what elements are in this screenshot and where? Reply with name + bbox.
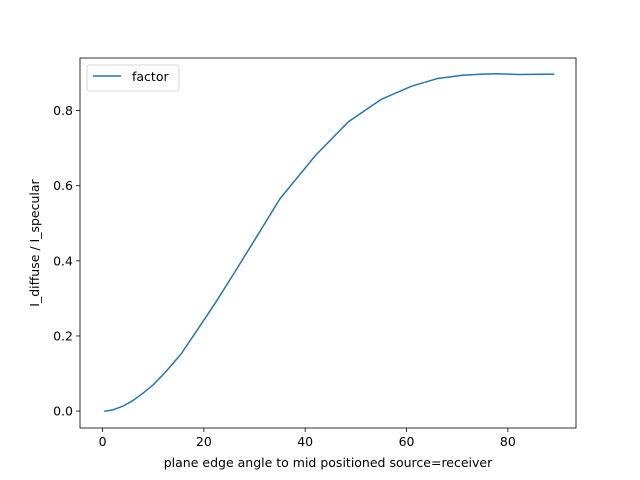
y-tick-label: 0.8 <box>53 103 73 118</box>
x-tick-label: 20 <box>196 434 212 449</box>
x-axis: 0 20 40 60 80 <box>99 428 516 449</box>
y-tick-label: 0.0 <box>53 404 73 419</box>
x-tick-label: 60 <box>399 434 415 449</box>
y-tick-label: 0.6 <box>53 178 73 193</box>
plot-area-frame <box>79 57 577 429</box>
y-axis-label: I_diffuse / I_specular <box>27 178 42 306</box>
y-axis: 0.0 0.2 0.4 0.6 0.8 <box>53 103 80 419</box>
legend-label: factor <box>132 69 169 84</box>
x-tick-label: 80 <box>500 434 516 449</box>
legend: factor <box>86 64 180 92</box>
x-axis-label: plane edge angle to mid positioned sourc… <box>164 455 493 470</box>
y-tick-label: 0.4 <box>53 253 73 268</box>
series-line-factor <box>104 73 555 412</box>
legend-box <box>86 64 180 92</box>
y-tick-label: 0.2 <box>53 328 73 343</box>
x-tick-label: 0 <box>99 434 107 449</box>
x-tick-label: 40 <box>297 434 313 449</box>
